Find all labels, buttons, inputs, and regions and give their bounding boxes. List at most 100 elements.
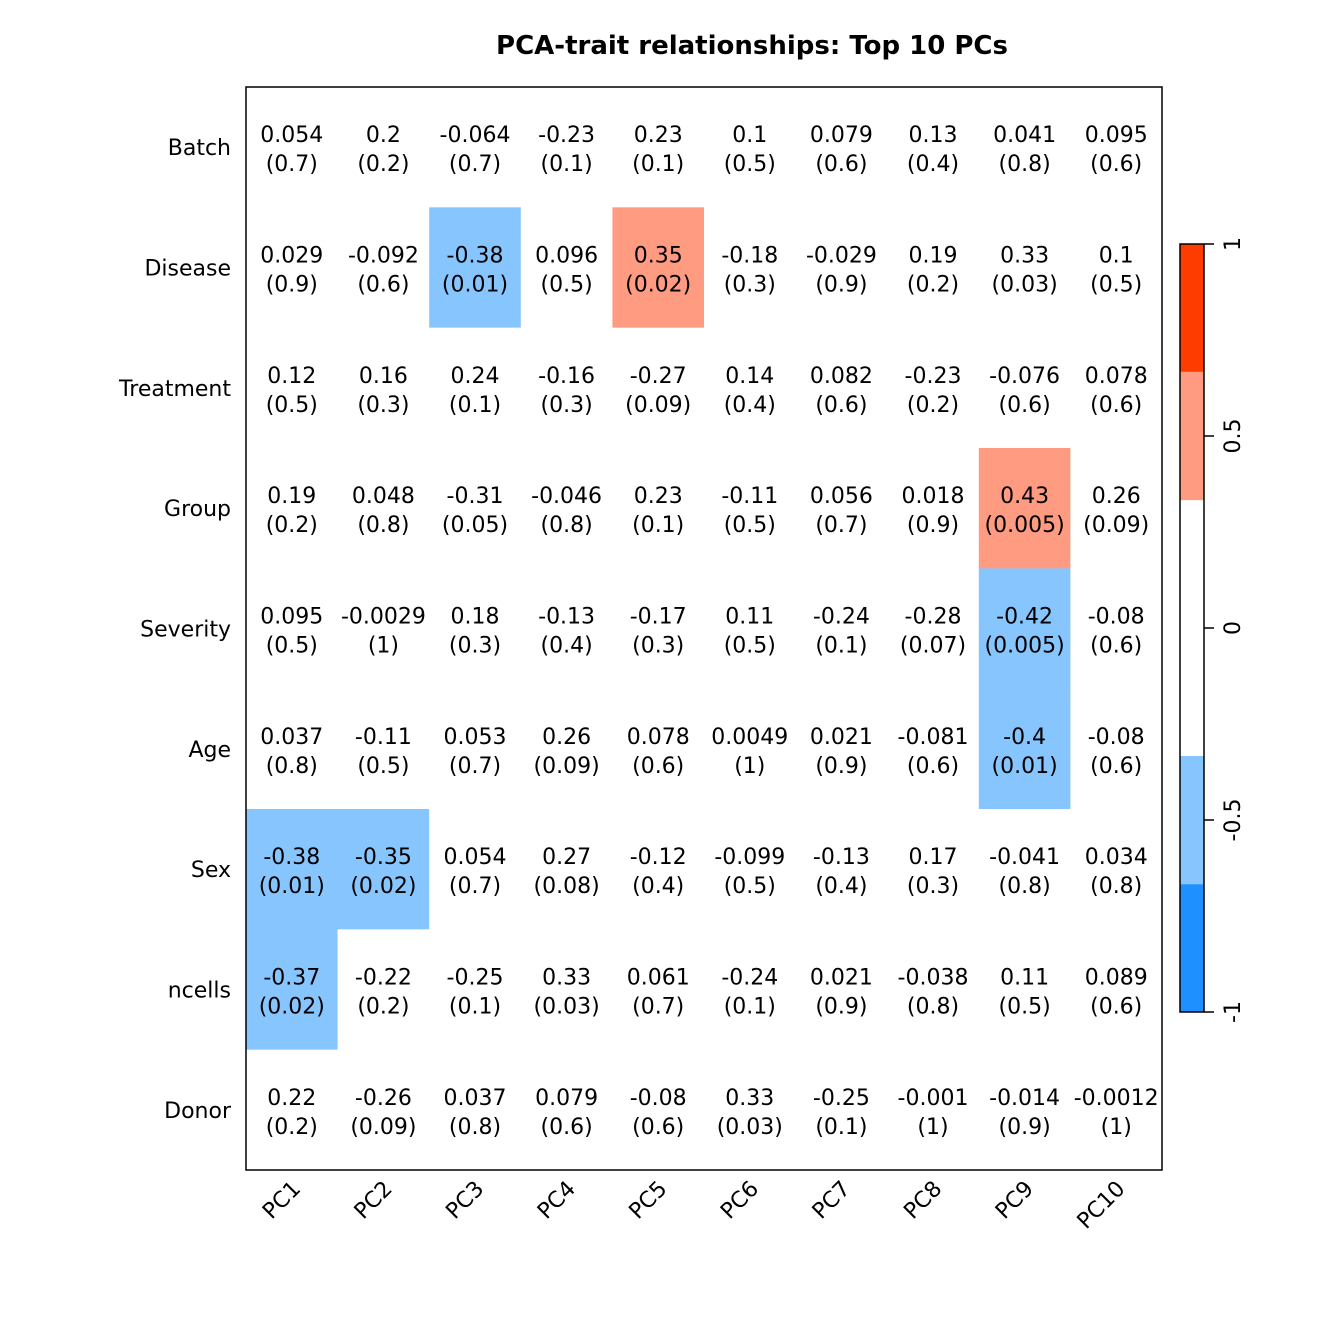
pval-severity-pc4: (0.4) <box>541 634 593 659</box>
row-label-disease: Disease <box>144 257 231 282</box>
row-label-sex: Sex <box>191 858 231 883</box>
cell-donor-pc8 <box>887 1049 980 1171</box>
pval-treatment-pc3: (0.1) <box>449 393 501 418</box>
pval-disease-pc1: (0.9) <box>266 273 318 298</box>
pval-donor-pc1: (0.2) <box>266 1115 318 1140</box>
cell-disease-pc2 <box>337 207 430 328</box>
corr-ncells-pc2: -0.22 <box>355 966 412 991</box>
corr-batch-pc4: -0.23 <box>538 123 595 148</box>
pval-treatment-pc2: (0.3) <box>357 393 409 418</box>
pval-donor-pc7: (0.1) <box>815 1115 867 1140</box>
corr-group-pc6: -0.11 <box>721 484 778 509</box>
pval-disease-pc9: (0.03) <box>992 273 1058 298</box>
corr-sex-pc9: -0.041 <box>989 845 1060 870</box>
corr-group-pc4: -0.046 <box>531 484 602 509</box>
pval-disease-pc8: (0.2) <box>907 273 959 298</box>
corr-age-pc5: 0.078 <box>627 725 690 750</box>
pval-severity-pc10: (0.6) <box>1090 634 1142 659</box>
pval-group-pc3: (0.05) <box>442 513 508 538</box>
cell-disease-pc3 <box>429 207 522 328</box>
corr-sex-pc10: 0.034 <box>1085 845 1148 870</box>
cell-age-pc1 <box>246 688 338 810</box>
pval-donor-pc6: (0.03) <box>717 1115 783 1140</box>
pval-ncells-pc9: (0.5) <box>999 995 1051 1020</box>
pval-severity-pc7: (0.1) <box>815 634 867 659</box>
pval-age-pc7: (0.9) <box>815 754 867 779</box>
corr-ncells-pc8: -0.038 <box>898 966 969 991</box>
cell-sex-pc10 <box>1070 809 1163 930</box>
corr-group-pc1: 0.19 <box>267 484 316 509</box>
cell-disease-pc8 <box>887 207 980 328</box>
pval-batch-pc9: (0.8) <box>999 152 1051 177</box>
column-label-pc3: PC3 <box>441 1177 489 1225</box>
column-labels: PC1 PC2 PC3 PC4 PC5 PC6 PC7 PC8 PC9 PC10 <box>258 1177 1130 1235</box>
corr-ncells-pc9: 0.11 <box>1000 966 1049 991</box>
cell-sex-pc4 <box>520 809 613 930</box>
pval-severity-pc1: (0.5) <box>266 634 318 659</box>
cell-severity-pc1 <box>246 568 338 689</box>
corr-severity-pc4: -0.13 <box>538 605 595 630</box>
cell-age-pc7 <box>795 688 888 810</box>
corr-age-pc6: 0.0049 <box>711 725 788 750</box>
pval-donor-pc3: (0.8) <box>449 1115 501 1140</box>
corr-treatment-pc2: 0.16 <box>359 364 408 389</box>
corr-group-pc8: 0.018 <box>902 484 965 509</box>
legend-label-3: 0 <box>1221 621 1246 635</box>
pval-ncells-pc8: (0.8) <box>907 995 959 1020</box>
legend-label-4: 0.5 <box>1221 419 1246 454</box>
cell-age-pc8 <box>887 688 980 810</box>
cell-age-pc2 <box>337 688 430 810</box>
corr-severity-pc2: -0.0029 <box>341 605 426 630</box>
cell-severity-pc7 <box>795 568 888 689</box>
cell-severity-pc2 <box>337 568 430 689</box>
pval-age-pc6: (1) <box>734 754 765 779</box>
corr-severity-pc10: -0.08 <box>1088 605 1145 630</box>
pval-treatment-pc9: (0.6) <box>999 393 1051 418</box>
corr-treatment-pc4: -0.16 <box>538 364 595 389</box>
corr-batch-pc9: 0.041 <box>993 123 1056 148</box>
pval-group-pc1: (0.2) <box>266 513 318 538</box>
cell-labels: 0.054 (0.7) 0.2 (0.2) -0.064 (0.7) -0.23 (0.1) 0… <box>259 123 1159 1140</box>
corr-group-pc10: 0.26 <box>1092 484 1141 509</box>
cell-severity-pc6 <box>704 568 796 689</box>
pval-batch-pc10: (0.6) <box>1090 152 1142 177</box>
corr-batch-pc10: 0.095 <box>1085 123 1148 148</box>
corr-age-pc3: 0.053 <box>444 725 507 750</box>
cell-batch-pc2 <box>337 87 430 208</box>
row-labels: Batch Disease Treatment Group Severity Age Sex… <box>118 136 232 1124</box>
cell-donor-pc4 <box>520 1049 613 1171</box>
cell-group-pc10 <box>1070 448 1163 569</box>
corr-treatment-pc1: 0.12 <box>267 364 316 389</box>
cell-treatment-pc7 <box>795 327 888 449</box>
cell-sex-pc2 <box>337 809 430 930</box>
cell-ncells-pc5 <box>612 929 705 1050</box>
cell-disease-pc7 <box>795 207 888 328</box>
pval-sex-pc1: (0.01) <box>259 874 325 899</box>
cell-batch-pc3 <box>429 87 522 208</box>
cell-treatment-pc6 <box>704 327 796 449</box>
pval-sex-pc7: (0.4) <box>815 874 867 899</box>
corr-disease-pc5: 0.35 <box>634 244 683 269</box>
corr-group-pc5: 0.23 <box>634 484 683 509</box>
corr-donor-pc4: 0.079 <box>535 1086 598 1111</box>
corr-age-pc1: 0.037 <box>260 725 323 750</box>
corr-age-pc7: 0.021 <box>810 725 873 750</box>
cell-sex-pc5 <box>612 809 705 930</box>
cell-age-pc3 <box>429 688 522 810</box>
pval-severity-pc2: (1) <box>368 634 399 659</box>
corr-ncells-pc4: 0.33 <box>542 966 591 991</box>
column-label-pc10: PC10 <box>1073 1177 1131 1235</box>
legend-label-5: 1 <box>1221 237 1246 251</box>
cell-ncells-pc1 <box>246 929 338 1050</box>
column-label-pc6: PC6 <box>716 1177 764 1225</box>
cell-severity-pc10 <box>1070 568 1163 689</box>
corr-severity-pc5: -0.17 <box>630 605 687 630</box>
cell-severity-pc4 <box>520 568 613 689</box>
corr-sex-pc2: -0.35 <box>355 845 412 870</box>
cell-batch-pc5 <box>612 87 705 208</box>
corr-donor-pc1: 0.22 <box>267 1086 316 1111</box>
corr-severity-pc9: -0.42 <box>996 605 1053 630</box>
pval-age-pc5: (0.6) <box>632 754 684 779</box>
corr-batch-pc3: -0.064 <box>440 123 511 148</box>
pval-treatment-pc7: (0.6) <box>815 393 867 418</box>
